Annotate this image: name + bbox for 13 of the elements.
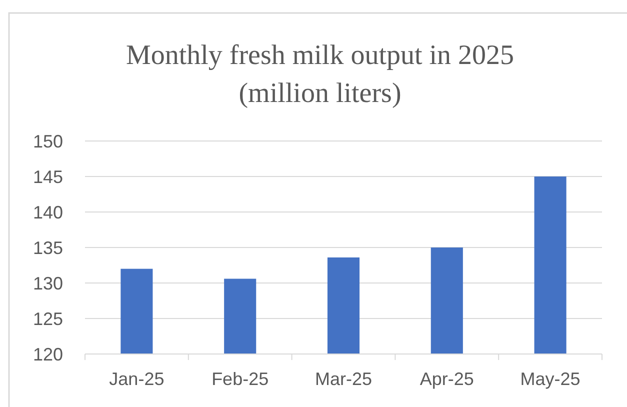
- chart-title: Monthly fresh milk output in 2025 (million liters): [126, 40, 514, 109]
- y-tick-label: 125: [32, 308, 63, 329]
- y-tick-label: 130: [32, 273, 63, 294]
- x-tick-label: Apr-25: [420, 369, 474, 389]
- y-tick-label: 145: [32, 166, 63, 187]
- x-tick-label: Feb-25: [212, 369, 269, 389]
- x-tick-label: May-25: [520, 369, 580, 389]
- y-tick-label: 135: [32, 238, 63, 258]
- y-tick-label: 120: [32, 344, 63, 364]
- y-tick-label: 150: [32, 131, 63, 152]
- x-tick-label: Mar-25: [314, 369, 372, 389]
- x-tick-label: Jan-25: [109, 369, 164, 389]
- y-tick-label: 140: [32, 202, 63, 222]
